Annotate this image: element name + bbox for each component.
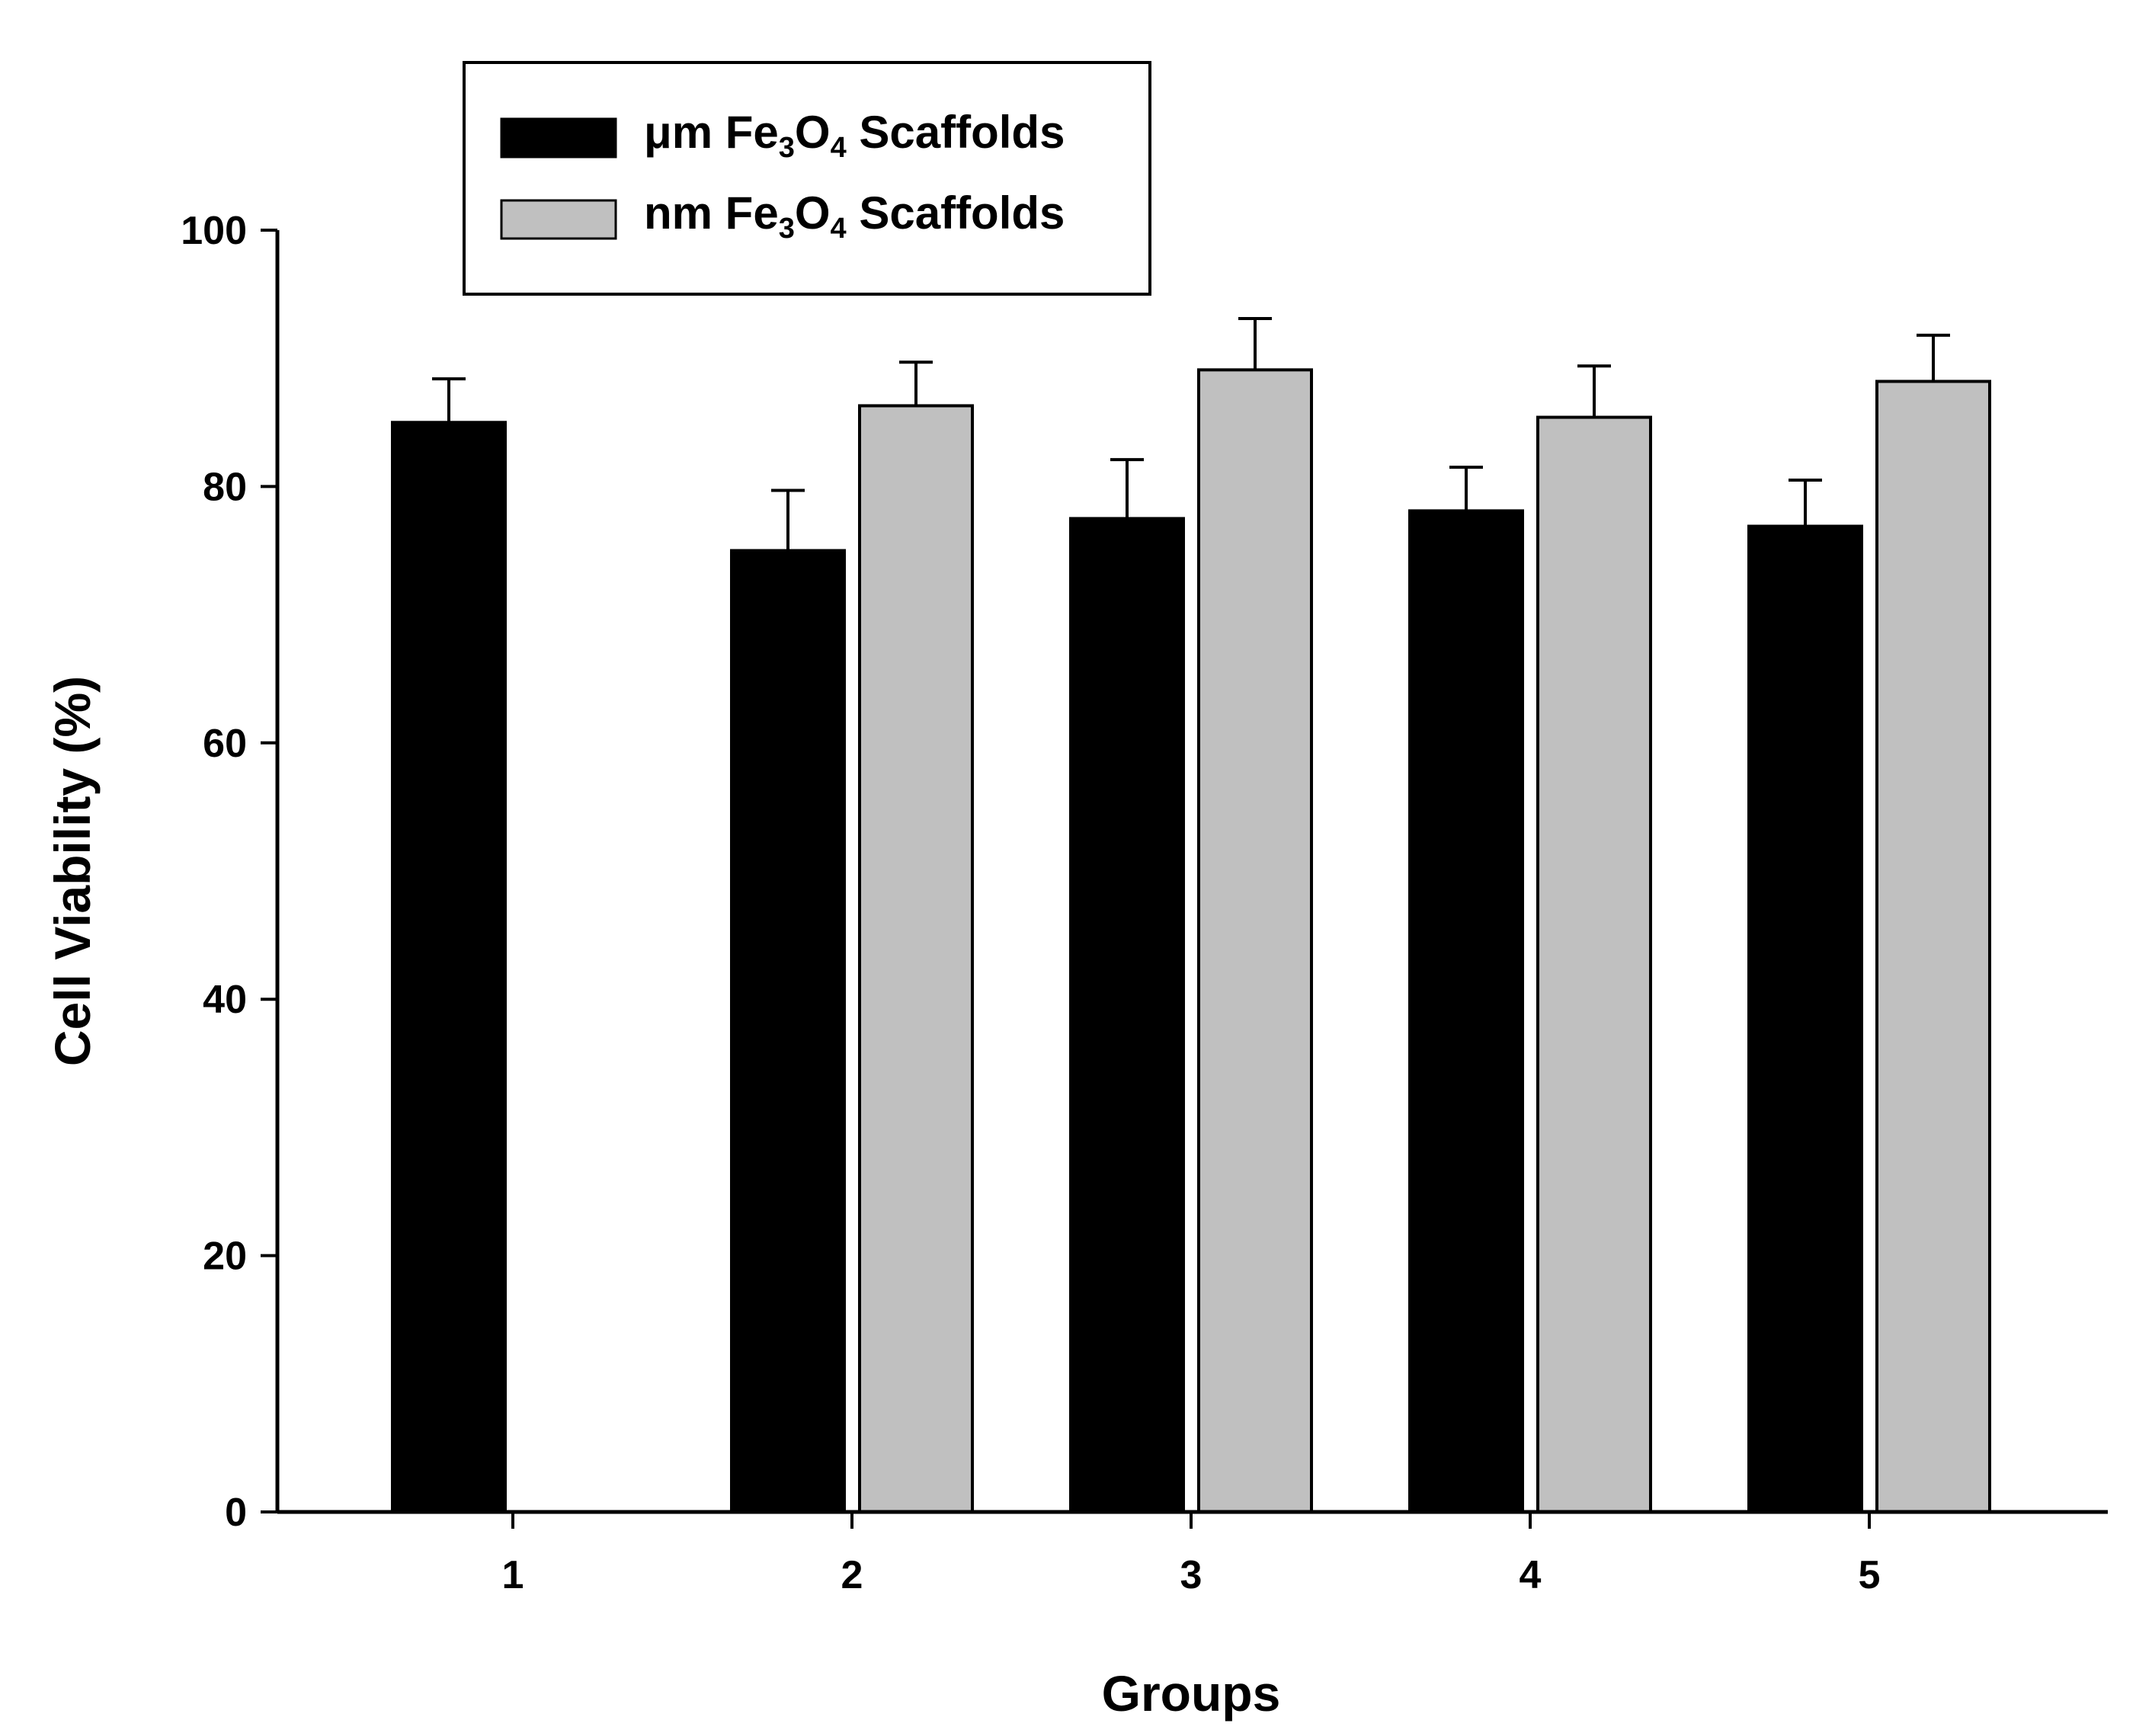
legend-swatch-nm bbox=[500, 199, 617, 240]
bar-nm bbox=[1875, 380, 1991, 1514]
legend-label-um: μm Fe3O4 Scaffolds bbox=[644, 107, 1065, 164]
x-tick-label: 4 bbox=[1520, 1553, 1542, 1597]
y-tick-label: 100 bbox=[181, 209, 247, 253]
bar-um bbox=[391, 421, 507, 1513]
x-tick-label: 2 bbox=[841, 1553, 863, 1597]
x-tick-label: 3 bbox=[1180, 1553, 1203, 1597]
x-tick-label: 5 bbox=[1859, 1553, 1881, 1597]
y-tick-label: 0 bbox=[225, 1491, 247, 1535]
bars-layer bbox=[391, 368, 1991, 1514]
y-tick-label: 40 bbox=[203, 978, 247, 1022]
legend-label-nm: nm Fe3O4 Scaffolds bbox=[644, 187, 1065, 245]
bar-nm bbox=[1536, 415, 1652, 1513]
y-axis-title: Cell Viability (%) bbox=[44, 676, 101, 1066]
legend: μm Fe3O4 Scaffolds nm Fe3O4 Scaffolds bbox=[463, 61, 1151, 296]
y-tick-label: 60 bbox=[203, 722, 247, 766]
x-axis-title: Groups bbox=[1102, 1665, 1281, 1722]
x-tick-label: 1 bbox=[502, 1553, 524, 1597]
legend-box bbox=[463, 61, 1151, 296]
bar-um bbox=[1069, 517, 1185, 1514]
bar-nm bbox=[1197, 368, 1313, 1513]
legend-swatch-um bbox=[500, 117, 617, 159]
bar-um bbox=[730, 549, 846, 1513]
error-bars-layer bbox=[432, 317, 1950, 551]
y-tick-label: 80 bbox=[203, 465, 247, 509]
y-tick-label: 20 bbox=[203, 1235, 247, 1279]
x-ticks-layer: 1 2 3 4 5 bbox=[502, 1512, 1881, 1597]
bar-um bbox=[1408, 509, 1524, 1513]
y-ticks-layer: 0 20 40 60 80 100 bbox=[181, 209, 277, 1535]
bar-nm bbox=[858, 404, 974, 1514]
bar-um bbox=[1747, 524, 1863, 1513]
